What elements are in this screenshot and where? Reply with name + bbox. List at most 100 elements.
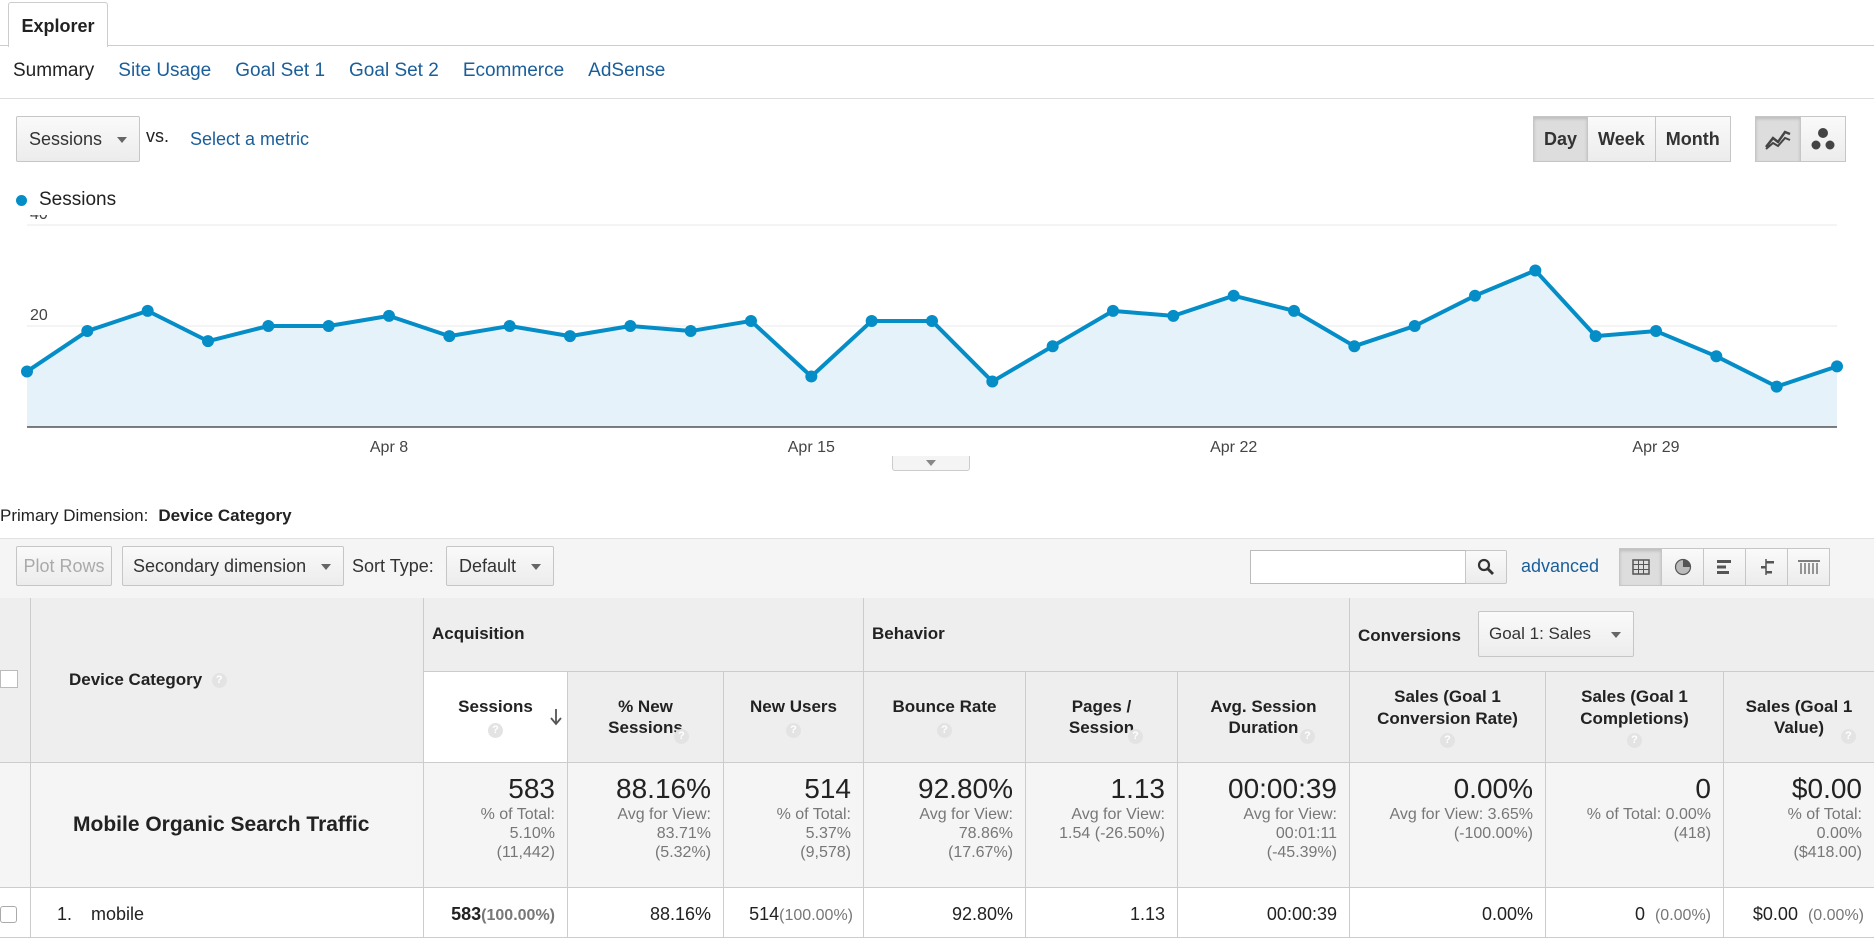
col-value-header[interactable]: Sales (Goal 1 Value) ? <box>1724 672 1874 763</box>
help-icon[interactable]: ? <box>488 723 503 739</box>
total-bounce-rate-cell: 92.80% Avg for View: 78.86% (17.67%) <box>864 763 1026 888</box>
help-icon[interactable]: ? <box>674 729 689 744</box>
data-point <box>1408 320 1421 332</box>
chevron-down-icon <box>926 460 936 466</box>
motion-chart-button[interactable] <box>1800 116 1846 162</box>
data-point <box>1589 330 1602 343</box>
total-value-l1: % of Total: <box>1787 806 1862 823</box>
col-avg-duration-label: Avg. Session Duration <box>1210 696 1317 737</box>
row-check-cell <box>0 888 31 938</box>
col-avg-duration-header[interactable]: Avg. Session Duration ? <box>1178 672 1350 763</box>
col-bounce-rate-header[interactable]: Bounce Rate ? <box>864 672 1026 763</box>
motion-chart-icon <box>1811 128 1835 150</box>
row-sessions-value: 583 <box>451 904 482 924</box>
total-bounce-rate-value: 92.80% <box>918 773 1013 804</box>
subtab-goal-set-1[interactable]: Goal Set 1 <box>235 60 326 81</box>
totals-check-cell <box>0 763 31 888</box>
data-point <box>1046 340 1059 353</box>
pie-view-button[interactable] <box>1661 548 1704 586</box>
select-metric-link[interactable]: Select a metric <box>190 129 310 149</box>
row-dimension-link[interactable]: mobile <box>91 904 145 924</box>
row-value-pct: (0.00%) <box>1807 907 1864 924</box>
data-point <box>805 370 818 383</box>
total-completions-cell: 0 % of Total: 0.00% (418) <box>1546 763 1724 888</box>
subtab-ecommerce[interactable]: Ecommerce <box>462 60 565 81</box>
data-point <box>624 320 637 332</box>
total-avg-duration-l3: (-45.39%) <box>1266 844 1337 862</box>
bar-view-button[interactable] <box>1703 548 1746 586</box>
subtab-site-usage[interactable]: Site Usage <box>118 60 212 81</box>
row-index: 1. <box>57 904 73 924</box>
table-view-icon <box>1631 559 1650 575</box>
subtab-summary[interactable]: Summary <box>13 60 95 81</box>
advanced-filter-link[interactable]: advanced <box>1521 556 1600 576</box>
col-conv-rate-header[interactable]: Sales (Goal 1 Conversion Rate) ? <box>1350 672 1546 763</box>
sort-desc-icon[interactable] <box>549 708 563 726</box>
row-pages-session-cell: 1.13 <box>1026 888 1178 938</box>
total-bounce-rate-l1: Avg for View: <box>919 806 1013 823</box>
help-icon[interactable]: ? <box>1627 732 1642 748</box>
row-checkbox[interactable] <box>0 906 17 923</box>
help-icon[interactable]: ? <box>211 672 227 688</box>
help-icon[interactable]: ? <box>937 723 952 739</box>
search-button[interactable] <box>1465 550 1507 584</box>
goal-select-label: Goal 1: Sales <box>1489 624 1592 643</box>
help-icon[interactable]: ? <box>1440 732 1455 748</box>
row-completions-value: 0 <box>1634 904 1645 924</box>
subtab-divider <box>0 98 1874 99</box>
day-button[interactable]: Day <box>1533 116 1589 162</box>
total-sessions-l2: 5.10% <box>509 825 555 843</box>
data-point <box>1710 350 1723 363</box>
dimension-header-label: Device Category <box>69 670 203 689</box>
pivot-view-icon <box>1797 560 1820 574</box>
goal-select[interactable]: Goal 1: Sales <box>1478 611 1634 657</box>
row-completions-pct: (0.00%) <box>1654 907 1711 924</box>
subtab-adsense[interactable]: AdSense <box>588 60 666 81</box>
x-tick-label: Apr 15 <box>788 439 835 456</box>
line-chart-button[interactable] <box>1755 116 1801 162</box>
total-new-users-cell: 514 % of Total: 5.37% (9,578) <box>724 763 864 888</box>
select-all-checkbox[interactable] <box>0 670 18 688</box>
total-value-value: $0.00 <box>1791 773 1862 804</box>
comparison-view-button[interactable] <box>1745 548 1788 586</box>
col-new-users-label: New Users <box>750 696 837 716</box>
table-search-input[interactable] <box>1250 550 1466 584</box>
month-button[interactable]: Month <box>1654 116 1731 162</box>
plot-rows-button[interactable]: Plot Rows <box>16 546 112 586</box>
pivot-view-button[interactable] <box>1787 548 1830 586</box>
help-icon[interactable]: ? <box>1841 729 1856 744</box>
sort-type-value: Default <box>459 556 517 576</box>
secondary-dimension-select[interactable]: Secondary dimension <box>122 546 344 586</box>
metric-select[interactable]: Sessions <box>16 116 140 162</box>
dimension-column-header[interactable]: Device Category ? <box>31 598 424 763</box>
subtab-goal-set-2[interactable]: Goal Set 2 <box>349 60 439 81</box>
tab-explorer[interactable]: Explorer <box>8 2 108 47</box>
col-new-users-header[interactable]: New Users ? <box>724 672 864 763</box>
total-completions-value: 0 <box>1695 773 1711 804</box>
sort-type-select[interactable]: Default <box>446 546 554 586</box>
total-sessions-value: 583 <box>508 773 555 804</box>
total-completions-l2: (418) <box>1673 825 1711 843</box>
data-point <box>1167 309 1180 322</box>
col-new-sessions-header[interactable]: % New Sessions ? <box>568 672 724 763</box>
totals-label: Mobile Organic Search Traffic <box>31 763 424 888</box>
help-icon[interactable]: ? <box>786 723 801 739</box>
data-point <box>745 314 757 327</box>
primary-dimension-label: Primary Dimension: <box>0 506 149 525</box>
x-tick-label: Apr 8 <box>370 439 408 456</box>
search-icon <box>1477 558 1494 575</box>
table-view-button[interactable] <box>1619 548 1662 586</box>
col-pages-session-header[interactable]: Pages / Session ? <box>1026 672 1178 763</box>
chart-collapse-handle[interactable] <box>892 456 970 471</box>
primary-dimension-value[interactable]: Device Category <box>158 506 292 525</box>
conversions-group-header: Conversions Goal 1: Sales <box>1350 598 1874 672</box>
y-tick-label: 40 <box>30 215 48 223</box>
vs-label: vs. <box>146 126 170 146</box>
col-completions-header[interactable]: Sales (Goal 1 Completions) ? <box>1546 672 1724 763</box>
help-icon[interactable]: ? <box>1300 729 1315 744</box>
week-button[interactable]: Week <box>1587 116 1656 162</box>
help-icon[interactable]: ? <box>1128 729 1143 744</box>
sessions-chart: 20 40 Apr 8 Apr 15 Apr 22 Apr 29 <box>21 215 1843 456</box>
col-sessions-header[interactable]: Sessions ? <box>424 672 568 763</box>
col-conv-rate-label: Sales (Goal 1 Conversion Rate) <box>1377 687 1518 728</box>
